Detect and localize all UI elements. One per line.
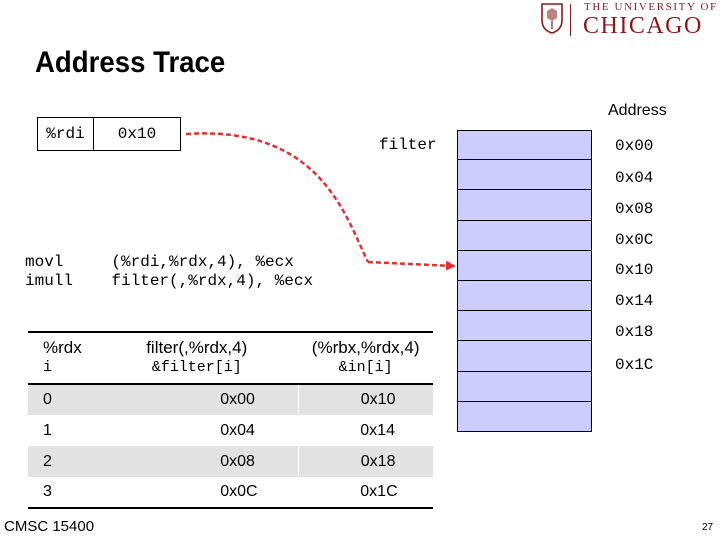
table-cell: 0x10	[297, 384, 433, 415]
filter-label: filter	[379, 136, 437, 154]
memory-cell	[457, 250, 592, 281]
memory-address: 0x14	[615, 292, 654, 310]
logo-main: CHICAGO	[583, 13, 703, 39]
memory-array	[457, 130, 592, 432]
table-cell: 0	[28, 384, 96, 415]
memory-cell	[457, 280, 592, 312]
address-header: Address	[608, 102, 667, 119]
memory-cell	[457, 160, 592, 191]
memory-address: 0x04	[615, 169, 654, 187]
table-cell: 2	[28, 446, 96, 477]
table-cell: 0x18	[297, 446, 433, 477]
pointer-arrow	[185, 132, 370, 263]
table-cell: 0x0C	[95, 477, 299, 509]
memory-cell	[457, 190, 592, 221]
code-args: filter(,%rdx,4), %ecx	[111, 272, 314, 290]
code-op: imull	[25, 272, 74, 290]
memory-cell	[457, 311, 592, 342]
memory-address: 0x0C	[615, 231, 654, 249]
table-cell: 0x04	[220, 421, 255, 439]
course-footer: CMSC 15400	[4, 518, 95, 535]
logo-top-line: THE UNIVERSITY OF	[584, 1, 718, 13]
address-table: %rdx filter(,%rdx,4) (%rbx,%rdx,4) i &fi…	[28, 331, 433, 509]
table-subheader-row: i &filter[i] &in[i]	[28, 358, 433, 385]
table-row: 2 0x08 0x18	[28, 446, 433, 477]
table-row: 3 0x0C 0x1C	[28, 477, 433, 509]
memory-address: 0x08	[615, 200, 654, 218]
memory-address: 0x00	[615, 137, 654, 155]
table-cell: 0x08	[95, 446, 299, 477]
code-op: movl	[25, 253, 64, 271]
memory-cell	[457, 401, 592, 432]
table-header-cell: %rdx	[28, 331, 96, 358]
table-subheader-cell: i	[28, 358, 96, 385]
memory-address: 0x1C	[615, 356, 654, 374]
memory-cell	[457, 371, 592, 402]
assembly-code: movl (%rdi,%rdx,4), %ecx imull filter(,%…	[25, 253, 313, 291]
table-subheader-cell: &filter[i]	[95, 358, 299, 385]
table-subheader-cell: &in[i]	[298, 358, 433, 385]
access-arrow	[367, 260, 456, 271]
table-cell: 1	[43, 421, 52, 439]
slide-title: Address Trace	[35, 46, 226, 79]
table-cell: 0x1C	[298, 477, 433, 509]
table-row: 1 0x04 0x14	[28, 415, 433, 446]
university-logo: THE UNIVERSITY OF CHICAGO	[538, 0, 720, 42]
table-cell: 0x14	[360, 421, 395, 439]
code-args: (%rdi,%rdx,4), %ecx	[111, 253, 294, 271]
register-value: 0x10	[93, 117, 181, 151]
table-row: 0 0x00 0x10	[28, 384, 433, 415]
table-header-row: %rdx filter(,%rdx,4) (%rbx,%rdx,4)	[28, 331, 433, 358]
memory-address: 0x18	[615, 323, 654, 341]
memory-cell	[457, 220, 592, 251]
university-seal-icon	[541, 3, 563, 34]
page-number: 27	[702, 522, 714, 533]
register-name: %rdi	[37, 117, 94, 151]
logo-divider	[570, 4, 571, 36]
table-header-cell: (%rbx,%rdx,4)	[298, 331, 433, 358]
table-header-cell: filter(,%rdx,4)	[95, 331, 299, 358]
memory-cell	[457, 341, 592, 372]
table-cell: 3	[28, 477, 96, 509]
memory-cell	[457, 130, 592, 161]
memory-address: 0x10	[615, 261, 654, 279]
table-cell: 0x00	[95, 384, 299, 415]
